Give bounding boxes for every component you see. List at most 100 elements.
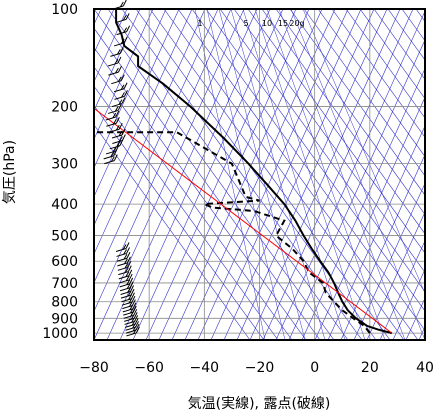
wind-barb-flag xyxy=(129,281,134,288)
wind-barb-flag xyxy=(129,304,134,311)
wind-barb-flag xyxy=(121,97,126,104)
wind-barb-shaft xyxy=(119,283,130,288)
isotherm-line xyxy=(418,326,425,340)
adiabat-line xyxy=(275,9,425,216)
wind-barb-flag xyxy=(132,302,137,310)
wind-barb-flag xyxy=(121,134,126,141)
wind-barb-flag xyxy=(126,256,131,264)
wind-barb-upper xyxy=(108,104,122,114)
wind-barb-shaft xyxy=(120,294,132,299)
wind-barb-flag xyxy=(123,82,128,89)
wind-barb-flag xyxy=(123,36,128,44)
wind-barb-flag xyxy=(120,38,125,45)
y-tick-label: 100 xyxy=(51,2,78,18)
wind-barb-shaft xyxy=(116,257,128,262)
wind-barb-flag xyxy=(115,110,120,118)
wind-barb-lower xyxy=(116,252,131,262)
background-lines xyxy=(94,9,425,340)
wind-barb-lower xyxy=(124,312,138,322)
wind-barb-shaft xyxy=(119,279,130,284)
wind-barb-shaft xyxy=(123,314,134,319)
wind-barb-flag xyxy=(133,312,138,319)
x-tick-label: −80 xyxy=(79,360,109,376)
wind-barb-lower xyxy=(115,242,130,252)
wind-barb-flag xyxy=(119,1,124,8)
adiabat-line xyxy=(345,9,425,119)
mixing-ratio-line xyxy=(194,9,266,340)
wind-barb-flag xyxy=(132,328,137,335)
wind-barb-flag xyxy=(127,290,132,297)
wind-barb-shaft xyxy=(118,275,129,280)
wind-barb-lower xyxy=(116,247,130,257)
adiabat-line xyxy=(177,9,419,340)
isotherm-line xyxy=(184,9,336,340)
wind-barb-flag xyxy=(130,311,135,317)
wind-barb-lower xyxy=(122,302,137,313)
adiabat-line xyxy=(94,66,293,340)
isotherm-line xyxy=(94,9,180,198)
wind-barb-flag xyxy=(123,253,128,260)
adiabat-line xyxy=(261,9,425,235)
wind-barb-flag xyxy=(126,252,131,259)
wind-barb-flag xyxy=(110,156,115,162)
wind-barb-flag xyxy=(117,104,122,111)
wind-barb-flag xyxy=(131,295,136,303)
wind-barb-flag xyxy=(130,288,135,296)
wind-barb-upper xyxy=(104,154,118,165)
wind-barb-upper xyxy=(111,97,126,108)
y-tick-label: 900 xyxy=(51,311,78,327)
adiabat-line xyxy=(107,9,349,340)
adiabat-line xyxy=(94,9,335,340)
wind-barb-flag xyxy=(128,273,133,281)
y-tick-label: 400 xyxy=(51,197,78,213)
x-tick-label: −20 xyxy=(245,360,275,376)
x-axis-ticks: −80 −60 −40 −20 0 20 40 xyxy=(79,360,434,376)
wind-barb-shaft xyxy=(111,134,123,139)
wind-barb-shaft xyxy=(106,122,117,127)
mixing-ratio-line xyxy=(266,9,386,340)
wind-barb-lower xyxy=(126,326,140,337)
adiabat-line xyxy=(205,9,425,312)
wind-barb-upper xyxy=(116,25,131,36)
wind-barb-flag xyxy=(135,326,140,334)
isotherm-line xyxy=(379,239,425,340)
wind-barb-flag xyxy=(114,67,119,74)
wind-barb-upper xyxy=(103,149,118,160)
wind-barb-flag xyxy=(114,58,119,65)
isotherm-line xyxy=(94,9,128,83)
isotherm-line xyxy=(314,96,425,340)
wind-barb-flag xyxy=(124,90,128,97)
adiabat-line xyxy=(233,9,425,273)
wind-barb-shaft xyxy=(117,266,129,271)
wind-barb-flag xyxy=(117,65,122,73)
isotherm-line xyxy=(340,153,425,340)
isotherm-line xyxy=(119,9,271,340)
x-axis-label: 気温(実線), 露点(破線) xyxy=(188,396,331,412)
adiabat-line xyxy=(94,27,321,340)
y-axis-label: 気圧(hPa) xyxy=(2,140,18,204)
y-tick-label: 1000 xyxy=(42,326,78,342)
isotherm-line xyxy=(301,67,425,340)
wind-barb-flag xyxy=(126,247,130,254)
adiabat-line xyxy=(121,9,363,340)
wind-barb-flag xyxy=(133,309,138,316)
isotherm-line xyxy=(262,9,414,340)
wind-barb-flag xyxy=(121,128,126,136)
wind-barb-flag xyxy=(120,84,125,90)
wind-barb-shaft xyxy=(116,31,127,36)
wind-barb-flag xyxy=(131,317,136,323)
mixing-ratio-line xyxy=(218,9,306,340)
wind-barb-shaft xyxy=(123,311,134,316)
wind-barb-flag xyxy=(124,267,129,273)
wind-barb-upper xyxy=(107,56,122,67)
wind-barb-lower xyxy=(119,277,134,288)
wind-barb-shaft xyxy=(116,252,127,257)
wind-barb-flag xyxy=(128,301,133,307)
wind-barb-flag xyxy=(127,261,132,268)
adiabat-line xyxy=(94,124,251,340)
y-tick-label: 600 xyxy=(51,254,78,270)
wind-barb-shaft xyxy=(113,88,125,93)
isotherm-line xyxy=(94,9,232,313)
adiabat-line xyxy=(289,9,425,196)
x-tick-label: 0 xyxy=(310,360,319,376)
